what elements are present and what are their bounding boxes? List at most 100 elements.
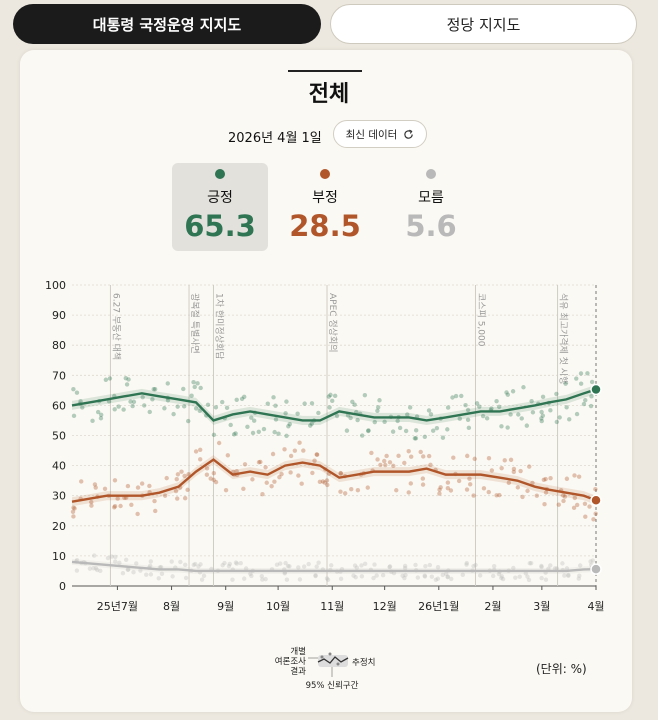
poll-point (527, 561, 533, 566)
poll-point (506, 480, 512, 486)
estimate-line (71, 388, 597, 422)
poll-point (510, 389, 516, 394)
poll-point (362, 561, 368, 567)
poll-point (457, 416, 463, 421)
negative-label: 부정 (312, 190, 338, 206)
x-tick-label: 10월 (266, 600, 290, 613)
poll-point (301, 448, 306, 453)
poll-point (567, 417, 572, 422)
poll-point (192, 384, 197, 390)
poll-point (126, 377, 131, 382)
poll-point (325, 482, 330, 488)
stat-negative[interactable]: 부정 28.5 (277, 163, 373, 251)
poll-point (543, 577, 549, 582)
poll-point (185, 487, 190, 493)
poll-point (89, 499, 94, 505)
poll-point (376, 405, 381, 410)
poll-point (593, 486, 598, 492)
poll-point (99, 412, 104, 417)
poll-point (174, 476, 179, 482)
poll-point (261, 426, 267, 432)
poll-point (377, 398, 382, 403)
poll-point (494, 398, 499, 404)
poll-point (541, 477, 547, 483)
poll-point (134, 561, 139, 566)
poll-point (435, 576, 441, 581)
poll-point (581, 401, 587, 407)
y-tick-label: 50 (52, 430, 66, 443)
poll-point (403, 428, 409, 434)
poll-point (286, 424, 291, 429)
poll-point (451, 455, 456, 460)
poll-point (308, 423, 313, 428)
poll-point (263, 576, 268, 582)
poll-point (239, 396, 245, 402)
poll-point (189, 393, 194, 398)
poll-point (453, 393, 459, 399)
poll-point (125, 483, 131, 489)
poll-point (552, 566, 558, 571)
poll-point (112, 503, 118, 509)
poll-point (590, 558, 595, 563)
legend-estimate-line (317, 656, 349, 664)
poll-point (273, 417, 279, 422)
poll-point (554, 391, 559, 397)
poll-point (249, 573, 254, 579)
poll-point (491, 563, 497, 569)
poll-point (539, 418, 544, 424)
poll-point (230, 577, 235, 582)
y-tick-label: 100 (45, 279, 66, 292)
poll-point (226, 563, 232, 569)
stat-positive[interactable]: 긍정 65.3 (172, 163, 268, 251)
poll-point (499, 424, 504, 429)
poll-point (574, 376, 579, 381)
poll-point (593, 511, 598, 516)
poll-point (445, 485, 451, 491)
poll-point (440, 435, 446, 440)
poll-point (355, 488, 361, 493)
poll-point (87, 566, 93, 571)
legend-dot-2 (328, 652, 332, 656)
poll-point (260, 491, 265, 497)
poll-point (589, 379, 595, 385)
poll-point (560, 561, 565, 566)
poll-point (387, 564, 393, 569)
poll-point (465, 407, 471, 413)
poll-point (566, 572, 571, 578)
y-tick-label: 20 (52, 520, 66, 533)
poll-point (572, 473, 577, 478)
poll-point (497, 492, 502, 498)
poll-point (278, 561, 283, 566)
poll-point (198, 457, 203, 462)
tab-approval[interactable]: 대통령 국정운영 지지도 (13, 4, 321, 44)
y-tick-label: 70 (52, 369, 66, 382)
poll-point (539, 409, 544, 415)
poll-point (578, 371, 584, 376)
poll-point (504, 390, 509, 395)
poll-point (402, 563, 408, 569)
poll-point (496, 571, 502, 577)
poll-point (433, 577, 439, 583)
poll-point (467, 476, 472, 481)
poll-point (147, 409, 152, 415)
poll-point (525, 574, 530, 579)
poll-point (148, 559, 154, 564)
poll-point (208, 476, 213, 481)
x-tick-label: 2월 (484, 600, 501, 613)
poll-point (548, 563, 553, 568)
poll-point (338, 471, 344, 476)
poll-point (589, 394, 594, 399)
poll-point (296, 565, 301, 570)
stat-unknown[interactable]: 모름 5.6 (383, 163, 479, 251)
poll-point (183, 575, 189, 581)
poll-point (191, 562, 196, 568)
y-tick-label: 30 (52, 490, 66, 503)
poll-point (540, 394, 546, 400)
poll-point (426, 408, 432, 413)
poll-point (445, 574, 450, 580)
tab-party[interactable]: 정당 지지도 (330, 4, 637, 44)
poll-point (408, 454, 414, 459)
refresh-button[interactable]: 최신 데이터 (333, 120, 427, 148)
poll-point (324, 478, 330, 483)
poll-point (156, 576, 161, 581)
